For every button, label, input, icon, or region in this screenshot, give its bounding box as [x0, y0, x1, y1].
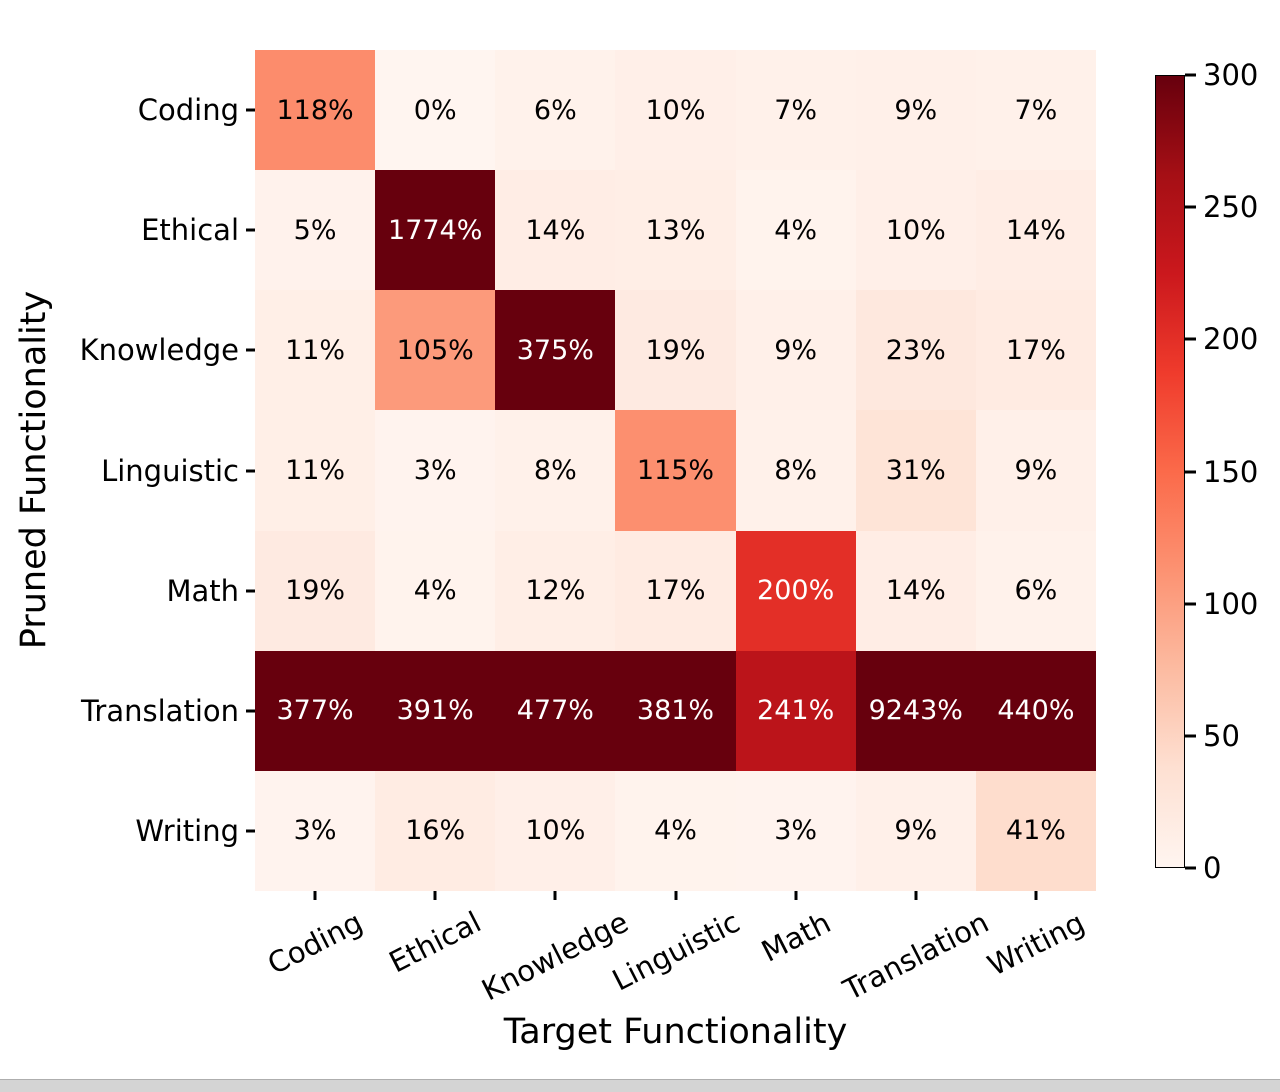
heatmap-cell: 10% [495, 770, 616, 891]
heatmap-cell: 14% [495, 170, 616, 291]
heatmap-cell: 4% [735, 170, 856, 291]
heatmap-cell: 16% [375, 770, 496, 891]
x-tick-label: Coding [262, 904, 368, 982]
colorbar-tick-mark [1185, 337, 1196, 341]
y-tick-label: Coding [137, 93, 239, 128]
heatmap-cell: 5% [255, 170, 376, 291]
colorbar-tick-label: 250 [1203, 190, 1259, 225]
x-tick-label: Math [755, 904, 836, 969]
heatmap-cell: 105% [375, 290, 496, 411]
heatmap-cell: 3% [255, 770, 376, 891]
colorbar-tick-mark [1185, 602, 1196, 606]
y-tick-mark [246, 228, 255, 232]
x-tick-label: Translation [837, 904, 994, 1007]
heatmap-cell: 13% [615, 170, 736, 291]
y-tick-mark [246, 348, 255, 352]
heatmap-cell: 23% [855, 290, 976, 411]
heatmap-cell: 14% [975, 170, 1096, 291]
heatmap-cell: 19% [615, 290, 736, 411]
colorbar-axis: 0 50 100 150 200 250 300 [1185, 58, 1280, 885]
colorbar-tick-label: 50 [1203, 718, 1240, 753]
heatmap-cell: 9% [735, 290, 856, 411]
heatmap-cell: 241% [735, 650, 856, 771]
heatmap-cell: 115% [615, 410, 736, 531]
colorbar-tick-mark [1185, 470, 1196, 473]
heatmap-cell: 391% [375, 650, 496, 771]
heatmap-cell: 17% [975, 290, 1096, 411]
heatmap-cell: 9% [975, 410, 1096, 531]
y-tick-label: Math [166, 573, 239, 608]
y-axis-area: Coding Ethical Knowledge Linguistic Math Tran… [0, 50, 255, 891]
colorbar-tick-label: 0 [1203, 851, 1222, 885]
y-tick-mark [246, 108, 255, 112]
heatmap-grid: 118% 0% 6% 10% 7% 9% 7% 5% 1774% 14% 13% 4% 10% 14% 11… [255, 50, 1096, 891]
x-tick-mark [1034, 891, 1038, 900]
x-tick-label: Writing [982, 904, 1090, 983]
x-tick-mark [674, 891, 677, 900]
heatmap-cell: 381% [615, 650, 736, 771]
x-tick-mark [794, 891, 798, 900]
heatmap-cell: 31% [855, 410, 976, 531]
x-tick-label: Ethical [383, 904, 487, 980]
heatmap-cell: 1774% [375, 170, 496, 291]
heatmap-cell: 7% [735, 50, 856, 171]
x-tick-mark [433, 891, 437, 900]
heatmap-cell: 8% [495, 410, 616, 531]
heatmap-cell: 12% [495, 530, 616, 651]
heatmap-cell: 14% [855, 530, 976, 651]
colorbar-tick-label: 150 [1203, 454, 1259, 489]
heatmap-cell: 11% [255, 290, 376, 411]
heatmap-cell: 10% [615, 50, 736, 171]
heatmap-cell: 8% [735, 410, 856, 531]
window-bottom-strip [0, 1079, 1280, 1092]
heatmap-cell: 4% [615, 770, 736, 891]
y-tick-label: Knowledge [79, 333, 239, 368]
y-tick-label: Ethical [141, 213, 239, 248]
x-axis-label: Target Functionality [503, 1012, 848, 1052]
heatmap-cell: 6% [495, 50, 616, 171]
heatmap-cell: 4% [375, 530, 496, 651]
heatmap-cell: 9243% [855, 650, 976, 771]
y-tick-mark [246, 469, 255, 472]
colorbar-tick-label: 300 [1203, 58, 1259, 92]
heatmap-cell: 6% [975, 530, 1096, 651]
heatmap-cell: 477% [495, 650, 616, 771]
colorbar-tick-mark [1185, 866, 1196, 870]
heatmap-cell: 17% [615, 530, 736, 651]
heatmap-cell: 3% [735, 770, 856, 891]
x-tick-label: Linguistic [606, 904, 745, 998]
y-tick-mark [246, 709, 255, 713]
heatmap-cell: 41% [975, 770, 1096, 891]
heatmap-cell: 377% [255, 650, 376, 771]
colorbar-tick-label: 200 [1203, 322, 1259, 357]
heatmap-cell: 375% [495, 290, 616, 411]
heatmap-cell: 440% [975, 650, 1096, 771]
y-tick-label: Writing [135, 813, 239, 848]
heatmap-cell: 9% [855, 50, 976, 171]
colorbar-tick-mark [1185, 734, 1196, 738]
heatmap-cell: 0% [375, 50, 496, 171]
colorbar-tick-label: 100 [1203, 586, 1259, 621]
y-tick-label: Translation [80, 693, 239, 728]
x-axis-area: Coding Ethical Knowledge Linguistic Math Tran… [255, 891, 1096, 1071]
x-tick-mark [914, 891, 918, 900]
y-tick-mark [246, 829, 255, 833]
colorbar-tick-mark [1185, 73, 1196, 77]
x-tick-mark [553, 891, 557, 900]
colorbar-tick-mark [1185, 205, 1196, 209]
y-tick-mark [246, 589, 255, 593]
heatmap-cell: 11% [255, 410, 376, 531]
x-tick-mark [313, 891, 317, 900]
heatmap-cell: 10% [855, 170, 976, 291]
y-tick-label: Linguistic [101, 453, 239, 488]
heatmap-cell: 9% [855, 770, 976, 891]
heatmap-cell: 7% [975, 50, 1096, 171]
heatmap-cell: 200% [735, 530, 856, 651]
colorbar-gradient [1155, 75, 1185, 868]
x-tick-label: Knowledge [476, 904, 635, 1008]
heatmap-cell: 3% [375, 410, 496, 531]
heatmap-cell: 19% [255, 530, 376, 651]
heatmap-cell: 118% [255, 50, 376, 171]
